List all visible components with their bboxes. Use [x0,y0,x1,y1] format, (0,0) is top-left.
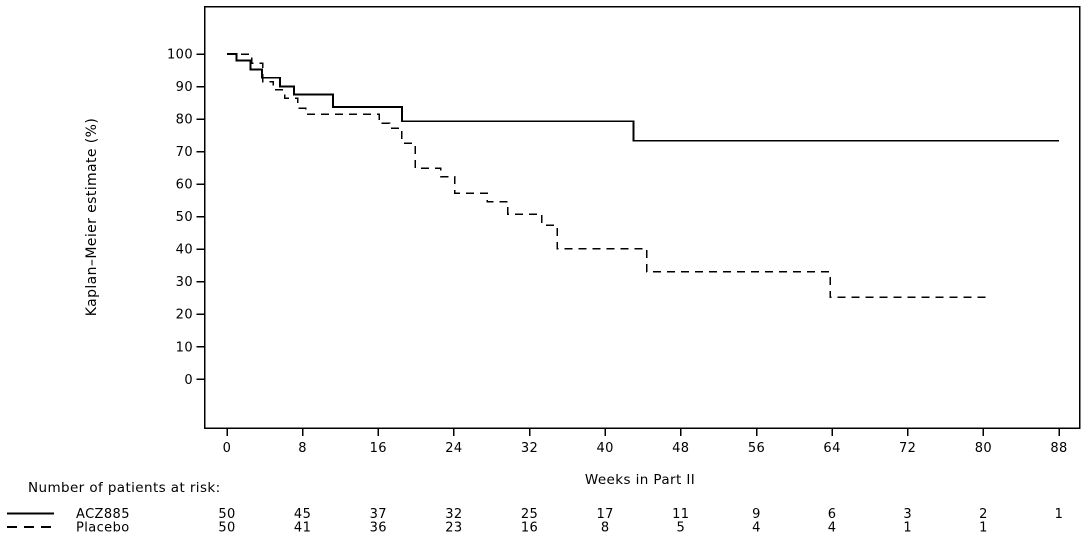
plot-frame [203,5,1081,429]
y-tick-label: 90 [176,80,193,95]
risk-count: 1 [979,521,988,536]
risk-count: 50 [218,521,235,536]
risk-count: 36 [370,521,387,536]
risk-count: 2 [979,507,988,522]
risk-count: 23 [445,521,462,536]
x-tick-label: 32 [521,441,538,456]
series-curves [227,53,1059,299]
risk-count: 41 [294,521,311,536]
x-axis-title: Weeks in Part II [585,472,695,488]
risk-count: 25 [521,507,538,522]
risk-count: 4 [828,521,837,536]
x-tick-label: 64 [823,441,840,456]
risk-count: 4 [752,521,761,536]
x-tick-label: 88 [1050,441,1067,456]
risk-count: 50 [218,507,235,522]
x-tick-label: 56 [748,441,765,456]
risk-row-label: ACZ885 [76,507,130,522]
x-tick-label: 16 [370,441,387,456]
risk-count: 37 [370,507,387,522]
risk-row-label: Placebo [76,521,130,536]
risk-count: 32 [445,507,462,522]
risk-count: 11 [672,507,689,522]
risk-count: 1 [903,521,912,536]
risk-count: 45 [294,507,311,522]
y-axis-ticks: 0 10 20 30 40 50 60 70 80 90 100 [167,48,205,388]
x-tick-label: 72 [899,441,916,456]
series-line-acz885 [227,53,1059,142]
x-tick-label: 24 [445,441,462,456]
risk-count: 5 [676,521,685,536]
x-tick-label: 8 [298,441,307,456]
series-line-placebo [227,53,989,299]
risk-count: 8 [601,521,610,536]
risk-count: 9 [752,507,761,522]
x-tick-label: 48 [672,441,689,456]
risk-count: 17 [597,507,614,522]
y-tick-label: 10 [176,340,193,355]
y-tick-label: 50 [176,210,193,225]
risk-count: 16 [521,521,538,536]
x-axis-ticks: 0 8 16 24 32 40 48 56 64 72 80 88 [223,428,1067,456]
y-tick-label: 60 [176,178,193,193]
y-axis-title: Kaplan–Meier estimate (%) [84,118,100,316]
risk-table-header: Number of patients at risk: [28,480,221,496]
y-tick-label: 80 [176,113,193,128]
x-tick-label: 40 [597,441,614,456]
y-tick-label: 40 [176,243,193,258]
y-tick-label: 70 [176,145,193,160]
risk-count: 1 [1055,507,1064,522]
y-tick-label: 30 [176,275,193,290]
risk-count: 3 [903,507,912,522]
risk-count: 6 [828,507,837,522]
y-tick-label: 0 [184,373,193,388]
y-tick-label: 100 [167,48,193,63]
x-tick-label: 80 [975,441,992,456]
y-tick-label: 20 [176,308,193,323]
x-tick-label: 0 [223,441,232,456]
